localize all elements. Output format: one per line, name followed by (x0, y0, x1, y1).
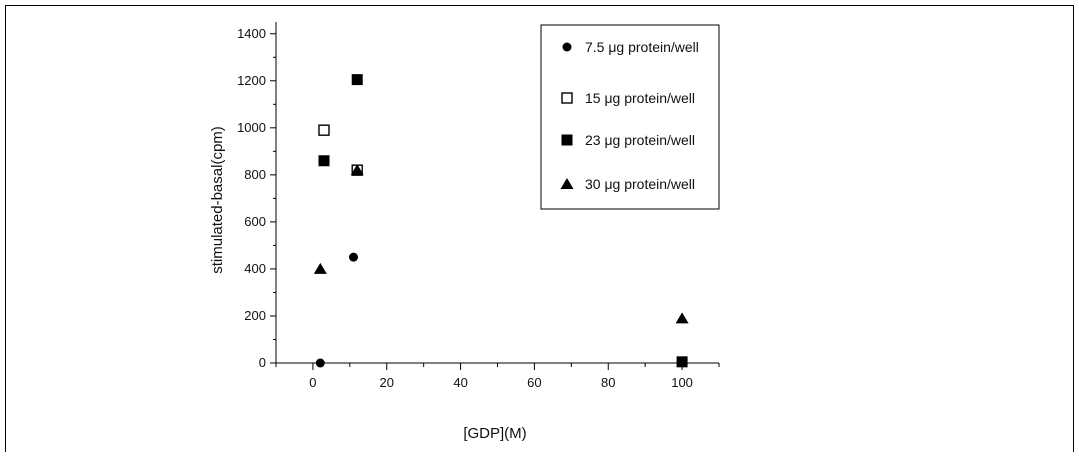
legend-marker-2 (561, 92, 573, 104)
x-tick-label: 0 (309, 375, 316, 390)
x-tick-label: 100 (671, 375, 693, 390)
tick-labels: 0 200 400 600 800 1000 1200 1400 0 20 40 60 80 100 (237, 26, 693, 390)
x-axis-title: [GDP](M) (463, 425, 526, 442)
x-tick-label: 80 (601, 375, 615, 390)
y-tick-label: 400 (244, 261, 266, 276)
data-point-series-2 (318, 124, 330, 136)
data-point-series-1 (315, 358, 325, 368)
data-point-series-4 (350, 164, 364, 176)
legend-label-3: 23 μg protein/well (585, 132, 695, 148)
legend-label-1: 7.5 μg protein/well (585, 39, 699, 55)
y-tick-label: 1000 (237, 120, 266, 135)
y-tick-label: 1400 (237, 26, 266, 41)
legend-marker-4 (560, 178, 574, 189)
data-point-series-3 (351, 74, 363, 86)
x-tick-label: 40 (453, 375, 467, 390)
data-point-series-3 (676, 356, 688, 368)
legend-marker-1 (562, 42, 572, 52)
x-tick-label: 60 (527, 375, 541, 390)
y-tick-label: 1200 (237, 73, 266, 88)
data-point-series-4 (675, 312, 689, 324)
y-tick-label: 600 (244, 214, 266, 229)
legend-label-2: 15 μg protein/well (585, 90, 695, 106)
legend-label-4: 30 μg protein/well (585, 176, 695, 192)
data-point-series-1 (349, 252, 359, 262)
y-tick-label: 0 (259, 355, 266, 370)
y-tick-label: 800 (244, 167, 266, 182)
data-point-series-3 (318, 155, 330, 167)
data-points (313, 74, 689, 368)
tick-marks (270, 33, 720, 370)
figure-border (5, 5, 1074, 452)
legend-marker-3 (561, 134, 573, 146)
legend-box (540, 24, 720, 210)
data-point-series-4 (313, 262, 327, 274)
legend: 7.5 μg protein/well 15 μg protein/well 23 … (540, 24, 720, 210)
y-axis-title: stimulated-basal(cpm) (209, 126, 226, 274)
y-tick-label: 200 (244, 308, 266, 323)
x-tick-label: 20 (380, 375, 394, 390)
